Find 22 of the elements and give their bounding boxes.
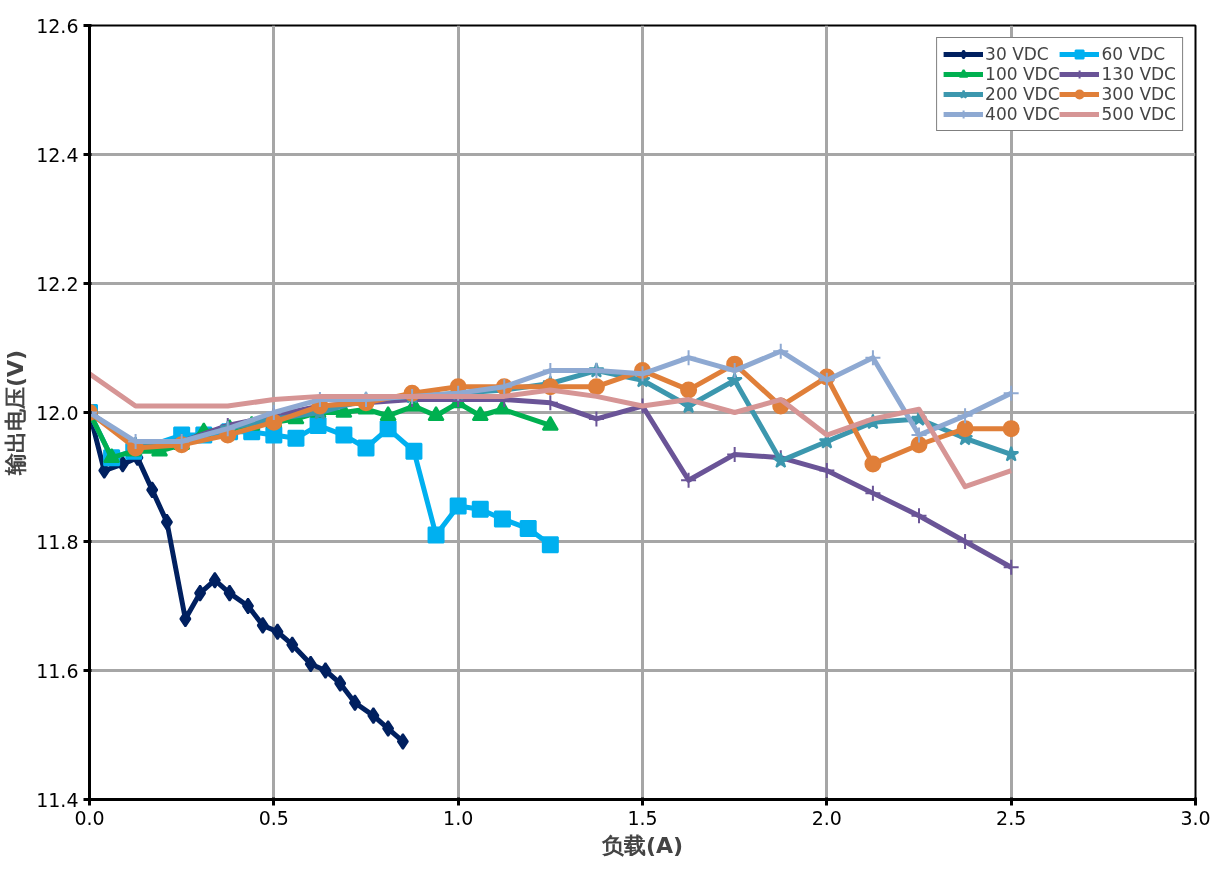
y-tick-label: 12.2: [36, 272, 79, 295]
legend-label: 60 VDC: [1101, 44, 1166, 64]
y-tick-label: 12.4: [36, 143, 79, 166]
y-tick-label: 12.6: [36, 14, 79, 37]
y-tick-label: 11.6: [36, 659, 79, 682]
y-axis-title: 输出电压(V): [3, 349, 29, 477]
legend-label: 400 VDC: [985, 104, 1060, 124]
legend-label: 200 VDC: [985, 84, 1060, 104]
y-tick-label: 12.0: [36, 401, 79, 424]
legend-label: 500 VDC: [1101, 104, 1176, 124]
legend-label: 100 VDC: [985, 64, 1060, 84]
x-tick-label: 1.5: [627, 806, 658, 829]
x-tick-label: 1.0: [443, 806, 474, 829]
legend-label: 130 VDC: [1101, 64, 1176, 84]
x-axis-title: 负载(A): [600, 832, 684, 858]
x-tick-label: 2.5: [996, 806, 1027, 829]
y-tick-label: 11.8: [36, 530, 79, 553]
x-tick-label: 2.0: [811, 806, 842, 829]
x-tick-label: 3.0: [1180, 806, 1211, 829]
legend-label: 300 VDC: [1101, 84, 1176, 104]
legend-label: 30 VDC: [985, 44, 1049, 64]
x-tick-label: 0.5: [258, 806, 289, 829]
